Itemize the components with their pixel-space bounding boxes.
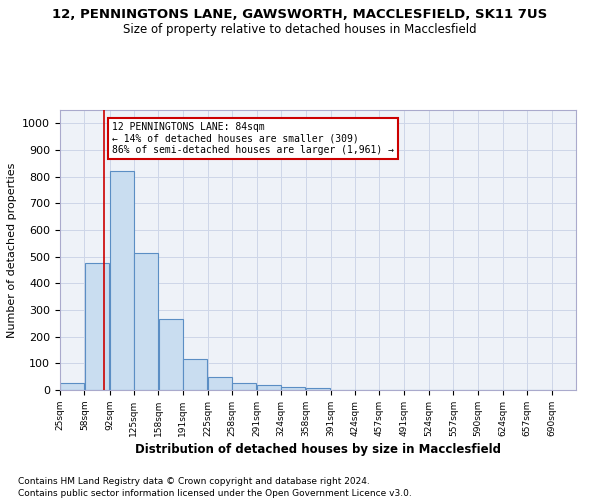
Bar bbox=[60, 384, 84, 390]
Bar bbox=[110, 172, 134, 390]
Text: 12, PENNINGTONS LANE, GAWSWORTH, MACCLESFIELD, SK11 7US: 12, PENNINGTONS LANE, GAWSWORTH, MACCLES… bbox=[52, 8, 548, 20]
Bar bbox=[85, 264, 109, 390]
Y-axis label: Number of detached properties: Number of detached properties bbox=[7, 162, 17, 338]
Text: Distribution of detached houses by size in Macclesfield: Distribution of detached houses by size … bbox=[135, 442, 501, 456]
Text: Contains HM Land Registry data © Crown copyright and database right 2024.: Contains HM Land Registry data © Crown c… bbox=[18, 478, 370, 486]
Bar bbox=[208, 376, 232, 390]
Bar bbox=[232, 382, 256, 390]
Bar bbox=[281, 386, 305, 390]
Bar bbox=[134, 252, 158, 390]
Bar bbox=[257, 385, 281, 390]
Bar bbox=[158, 320, 182, 390]
Bar bbox=[183, 360, 207, 390]
Text: Size of property relative to detached houses in Macclesfield: Size of property relative to detached ho… bbox=[123, 22, 477, 36]
Text: Contains public sector information licensed under the Open Government Licence v3: Contains public sector information licen… bbox=[18, 489, 412, 498]
Text: 12 PENNINGTONS LANE: 84sqm
← 14% of detached houses are smaller (309)
86% of sem: 12 PENNINGTONS LANE: 84sqm ← 14% of deta… bbox=[112, 122, 394, 155]
Bar bbox=[307, 388, 331, 390]
